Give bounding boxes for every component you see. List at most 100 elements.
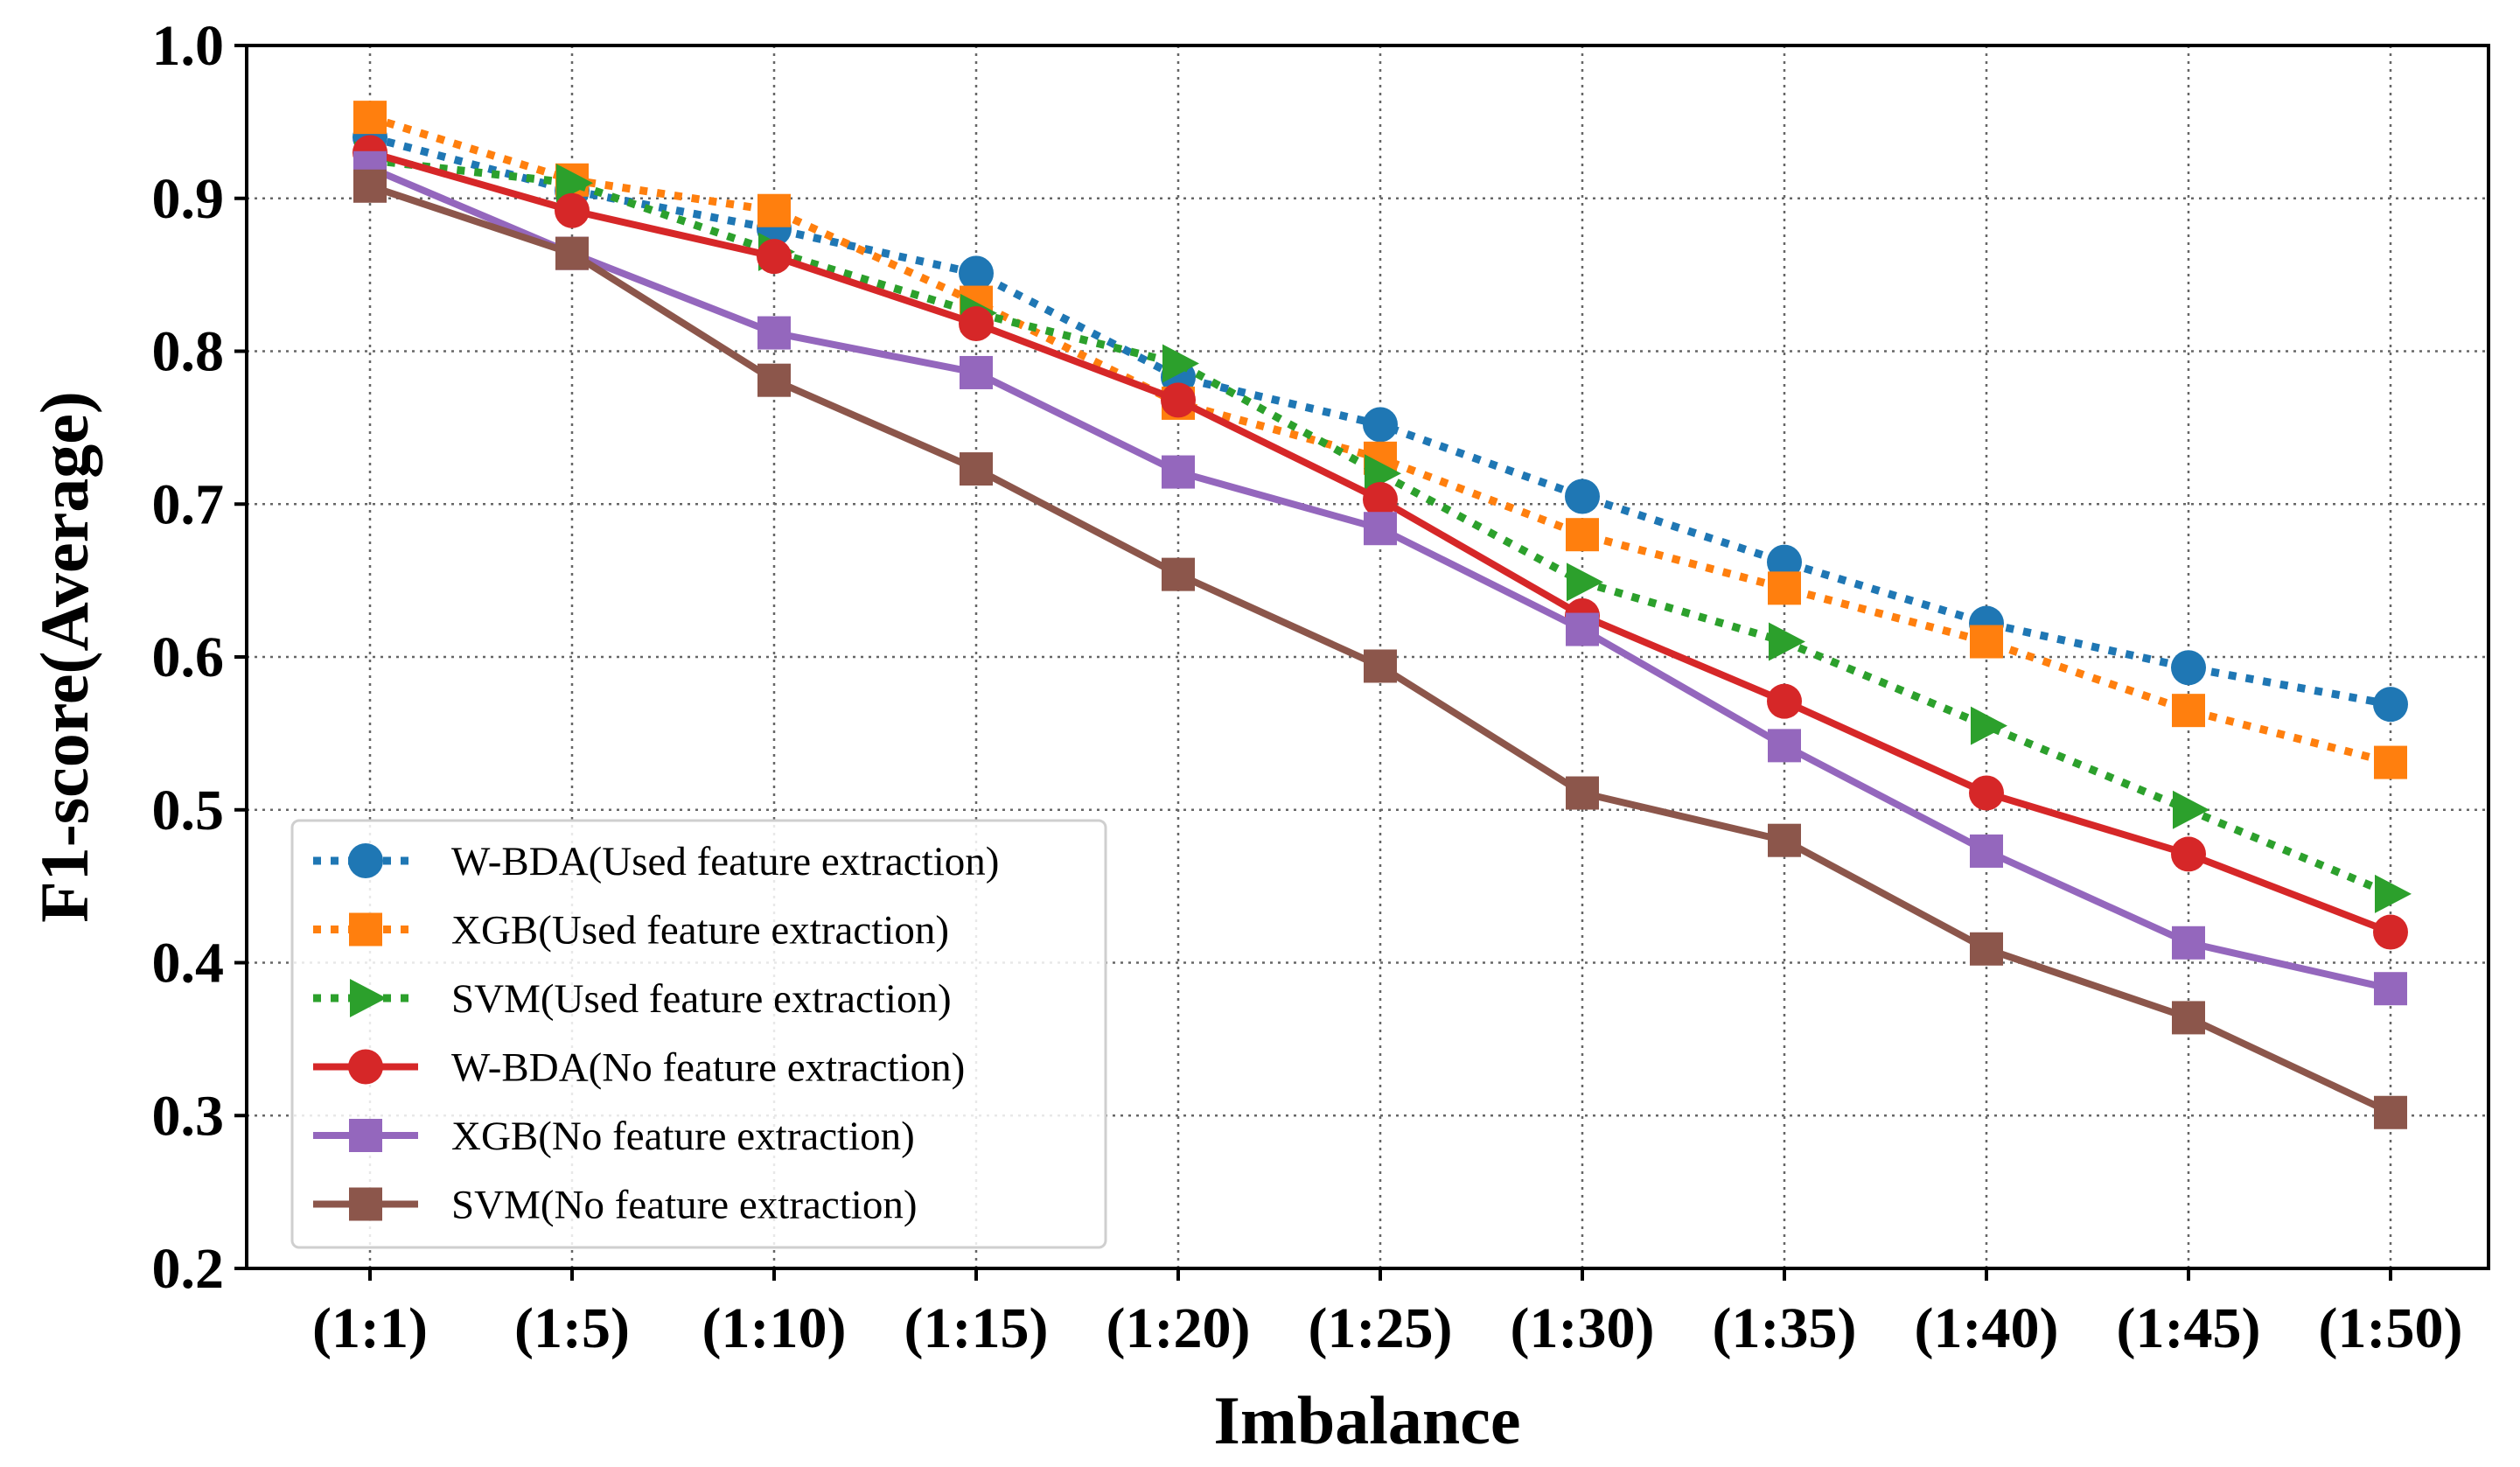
x-tick-label: (1:10) [702, 1296, 847, 1360]
data-point [1769, 622, 1805, 661]
data-point [959, 306, 994, 342]
data-point [2374, 745, 2407, 779]
data-point [1970, 932, 2003, 966]
data-point [757, 239, 792, 275]
legend-label: W-BDA(No feature extraction) [451, 1045, 965, 1091]
data-point [1565, 479, 1600, 514]
y-tick-label: 0.9 [152, 167, 225, 231]
y-tick-label: 0.6 [152, 625, 225, 689]
series-5 [353, 150, 2407, 1006]
legend-label: SVM(Used feature extraction) [451, 976, 952, 1022]
legend-item: W-BDA(No feature extraction) [313, 1045, 965, 1091]
data-point [1566, 776, 1599, 810]
data-point [1971, 706, 2007, 745]
legend-item: XGB(No feature extraction) [313, 1114, 915, 1159]
x-tick-label: (1:1) [312, 1296, 428, 1360]
y-tick-label: 0.7 [152, 472, 225, 536]
y-axis: 0.2 0.3 0.4 0.5 0.6 0.7 0.8 0.9 1.0 [152, 14, 247, 1301]
data-point [1162, 557, 1195, 591]
data-point [1566, 612, 1599, 646]
legend-item: SVM(Used feature extraction) [313, 976, 952, 1022]
data-point [960, 452, 993, 486]
legend-marker [350, 979, 387, 1017]
data-point [2171, 836, 2206, 872]
data-point [2374, 1095, 2407, 1129]
data-point [1364, 512, 1397, 546]
data-point [1567, 562, 1603, 602]
data-point [1767, 544, 1802, 580]
data-point [959, 255, 994, 291]
y-tick-label: 0.2 [152, 1237, 225, 1301]
data-point [2172, 1001, 2205, 1035]
data-point [757, 363, 791, 397]
y-tick-label: 0.3 [152, 1084, 225, 1148]
data-point [556, 164, 593, 203]
data-point [2373, 687, 2408, 723]
data-point [2375, 874, 2412, 913]
data-point [1969, 775, 2004, 811]
series-6 [353, 169, 2407, 1129]
legend-marker [349, 912, 382, 947]
series-1 [353, 119, 2408, 723]
legend-box [290, 819, 1107, 1249]
legend-item: SVM(No feature extraction) [313, 1183, 917, 1228]
x-tick-label: (1:5) [514, 1296, 630, 1360]
data-point [1768, 823, 1801, 857]
data-point [2172, 926, 2205, 960]
data-point [1566, 518, 1599, 552]
x-tick-label: (1:50) [2319, 1296, 2463, 1360]
x-tick-label: (1:20) [1106, 1296, 1251, 1360]
legend-marker [349, 1187, 382, 1221]
data-point [353, 101, 387, 135]
x-tick-label: (1:45) [2117, 1296, 2261, 1360]
data-point [1161, 382, 1196, 418]
data-point [1363, 482, 1398, 518]
y-axis-title: F1-score(Average) [26, 391, 102, 923]
data-point [1162, 344, 1199, 383]
y-tick-label: 0.5 [152, 779, 225, 842]
x-tick-label: (1:35) [1713, 1296, 1857, 1360]
x-tick-label: (1:40) [1915, 1296, 2059, 1360]
data-point [2374, 972, 2407, 1006]
data-point [1970, 834, 2003, 868]
data-point [2171, 650, 2206, 686]
x-tick-label: (1:30) [1511, 1296, 1655, 1360]
data-point [1768, 571, 1801, 605]
data-point [757, 316, 791, 350]
x-tick-label: (1:15) [904, 1296, 1049, 1360]
data-point [353, 169, 387, 203]
series-group [353, 101, 2412, 1129]
data-point [757, 193, 791, 227]
legend-label: XGB(Used feature extraction) [451, 908, 949, 954]
y-tick-label: 0.4 [152, 932, 225, 995]
data-point [2172, 694, 2205, 728]
legend-marker [348, 1049, 383, 1085]
y-tick-label: 0.8 [152, 320, 225, 384]
data-point [1365, 454, 1401, 493]
series-4 [353, 135, 2408, 950]
legend-item: XGB(Used feature extraction) [313, 908, 949, 954]
data-point [1970, 625, 2003, 659]
legend-label: W-BDA(Used feature extraction) [451, 839, 999, 884]
data-point [555, 236, 589, 270]
legend-item: W-BDA(Used feature extraction) [313, 839, 999, 884]
data-point [555, 192, 590, 228]
legend: W-BDA(Used feature extraction) XGB(Used f… [290, 819, 1107, 1249]
legend-marker [348, 843, 383, 878]
data-point [1364, 649, 1397, 683]
legend-label: SVM(No feature extraction) [451, 1183, 917, 1228]
legend-marker [349, 1119, 382, 1152]
y-tick-label: 1.0 [152, 14, 225, 78]
data-point [2173, 790, 2209, 829]
data-point [1767, 683, 1802, 719]
x-axis: (1:1) (1:5) (1:10) (1:15) (1:20) (1:25) (1:30)… [312, 1268, 2462, 1360]
data-point [1363, 407, 1398, 443]
data-point [960, 355, 993, 389]
data-point [2373, 914, 2408, 950]
data-point [1768, 729, 1801, 763]
x-axis-title: Imbalance [1214, 1382, 1521, 1458]
x-tick-label: (1:25) [1309, 1296, 1453, 1360]
legend-label: XGB(No feature extraction) [451, 1114, 915, 1159]
data-point [1162, 455, 1195, 489]
